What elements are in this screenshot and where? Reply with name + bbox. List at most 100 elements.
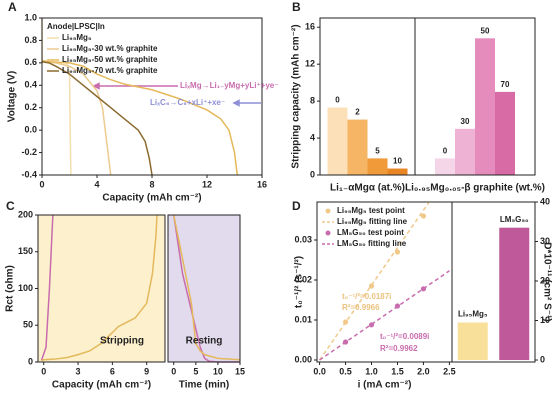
x-axis-title: Capacity (mAh cm⁻²) <box>52 380 151 391</box>
annotation: t₀⁻¹/²=0.0089i <box>380 332 429 341</box>
bar-label: 70 <box>501 80 510 89</box>
y-tick-label: 8 <box>310 95 315 105</box>
legend-label: Li₉₅Mg₅-70 wt.% graphite <box>62 66 158 75</box>
legend-label: Li₉₅Mg₅ <box>62 33 92 42</box>
y-axis-title: Voltage (V) <box>7 71 18 122</box>
y-tick-label: 40 <box>540 196 550 206</box>
line-series <box>318 202 430 361</box>
bar <box>327 107 348 175</box>
x-tick-label: 6 <box>110 366 115 376</box>
x-tick-label: 0 <box>39 179 44 189</box>
group-label: Li₀.₉₅Mg₀.₀₅-β graphite (wt.%) <box>405 183 545 194</box>
y-tick-label: 4 <box>310 132 315 142</box>
y-tick-label: 0.00 <box>294 354 312 364</box>
y-tick-label: 0.03 <box>294 234 312 244</box>
data-point <box>420 213 427 219</box>
line-series <box>41 214 158 362</box>
x-axis-title: Time (min) <box>179 380 229 391</box>
bar <box>435 158 455 175</box>
bar-label: 10 <box>393 157 402 166</box>
plot-frame <box>451 201 536 363</box>
bar-label: 0 <box>335 96 340 105</box>
plot-frame <box>167 214 241 363</box>
legend-title: Anode|LPSC|In <box>47 22 105 31</box>
x-tick-label: 16 <box>257 179 267 189</box>
y-axis-title: Rct (ohm) <box>5 265 16 312</box>
bar-label: 50 <box>481 26 490 35</box>
legend-marker <box>325 208 331 214</box>
bar <box>455 128 475 175</box>
x-tick-label: 0 <box>171 366 176 376</box>
bar-label: Li₉₅Mg₅ <box>458 310 488 319</box>
y-tick-label: 50 <box>23 320 33 330</box>
legend-label: Li₉₅Mg₅-50 wt.% graphite <box>62 55 158 64</box>
legend-label: LM₅G₅₀ fitting line <box>337 239 407 248</box>
legend-marker <box>325 230 331 236</box>
y-tick-label: 0.01 <box>294 314 312 324</box>
y-tick-label: -0.4 <box>21 169 37 179</box>
plot-background <box>38 215 165 362</box>
x-axis-title: i (mA cm⁻²) <box>358 380 412 391</box>
line-series <box>41 59 238 176</box>
bar <box>457 322 488 361</box>
legend-label: Li₉₅Mg₅ test point <box>337 206 405 215</box>
x-tick-label: 8 <box>149 179 154 189</box>
annotation: R²=0.9962 <box>380 344 418 353</box>
y-tick-label: 1.0 <box>24 12 37 22</box>
x-tick-label: 9 <box>144 366 149 376</box>
y-tick-label: 10 <box>540 315 550 325</box>
y-tick-label: 0.0 <box>24 125 37 135</box>
annotation: Resting <box>186 336 223 347</box>
legend-label: Li₉₅Mg₅-30 wt.% graphite <box>62 44 158 53</box>
x-tick-label: 3 <box>76 366 81 376</box>
y-axis-title: Stripping capacity (mAh cm⁻²) <box>291 24 302 168</box>
bar-label: LM₅G₅₀ <box>500 215 529 224</box>
y-tick-label: 200 <box>18 209 33 219</box>
x-tick-label: 2.0 <box>417 366 430 376</box>
bar <box>475 38 495 176</box>
x-tick-label: 5 <box>193 366 198 376</box>
y-tick-label: 30 <box>540 236 550 246</box>
y-tick-label: 0 <box>540 354 545 364</box>
x-tick-label: 4 <box>94 179 99 189</box>
line-series <box>41 60 153 176</box>
x-tick-label: 0.0 <box>313 366 326 376</box>
y-tick-label: 0.8 <box>24 35 37 45</box>
bar-label: 5 <box>375 146 380 155</box>
y-tick-label: 12 <box>305 59 315 69</box>
bar <box>347 119 368 175</box>
y-tick-label: 16 <box>305 22 315 32</box>
bar-label: 2 <box>355 108 360 117</box>
annotation: LiₓMg→Li₁₋yMg+yLi⁺+ye⁻ <box>180 81 278 90</box>
bar <box>495 91 515 175</box>
plot-background <box>168 215 240 362</box>
legend-label: LM₅G₅₀ test point <box>337 228 404 237</box>
annotation: LiₓC₆→C₆+xLi⁺+xe⁻ <box>150 98 225 107</box>
annotation: t₀⁻¹/²=0.0187i <box>342 292 391 301</box>
data-point <box>368 283 375 289</box>
y-tick-label: 0.02 <box>294 274 312 284</box>
bar <box>367 158 388 175</box>
annotation: Stripping <box>100 336 144 347</box>
bar-label: 30 <box>461 117 470 126</box>
annotation: R²=0.9966 <box>342 303 380 312</box>
y-tick-label: 0 <box>28 356 33 366</box>
x-tick-label: 1.0 <box>365 366 378 376</box>
y-tick-label: 0.2 <box>24 102 37 112</box>
y-tick-label: 20 <box>540 275 550 285</box>
plot-frame <box>319 17 536 176</box>
x-axis-title: Capacity (mAh cm⁻²) <box>102 193 201 204</box>
y-axis-title: t₀⁻¹/² (s⁻¹/²) <box>294 256 305 308</box>
bar-label: 0 <box>443 146 448 155</box>
y-tick-label: -0.2 <box>21 147 37 157</box>
y-tick-label: 150 <box>18 246 33 256</box>
bar <box>499 227 530 361</box>
x-tick-label: 2.5 <box>443 366 456 376</box>
panel-label: D <box>292 199 301 213</box>
line-series <box>41 60 112 176</box>
y-tick-label: 100 <box>18 283 33 293</box>
panel-label: A <box>8 0 17 14</box>
line-series <box>40 214 54 361</box>
x-tick-label: 12 <box>202 179 212 189</box>
